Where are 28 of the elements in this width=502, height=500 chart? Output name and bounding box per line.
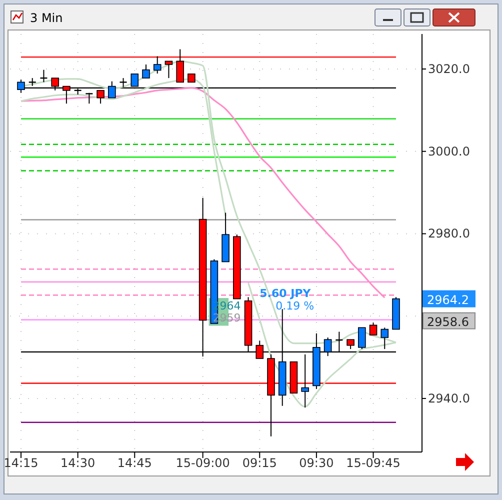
candlestick [301, 354, 309, 408]
candlestick [380, 327, 389, 350]
x-tick-label: 15-09:00 [176, 456, 230, 470]
annotation: 0.19 % [276, 299, 314, 312]
candlestick [85, 92, 94, 104]
candlestick [164, 60, 173, 79]
x-tick-label: 09:30 [299, 456, 334, 470]
text: 2958.6 [427, 314, 469, 329]
candlestick [369, 322, 378, 336]
annotation: 2959 [212, 312, 241, 325]
x-tick-label: 14:15 [4, 456, 38, 470]
candlestick [153, 56, 162, 74]
x-tick-label: 14:30 [60, 456, 96, 470]
y-tick-label: 2980.0 [428, 226, 470, 241]
chart-title: 3 Min [30, 11, 63, 25]
candlestick [142, 64, 150, 79]
y-tick-label: 3020.0 [428, 62, 470, 76]
candlestick [108, 80, 116, 98]
x-tick-label: 15-09:45 [346, 456, 400, 470]
annotation: 2964 [212, 299, 241, 312]
y-tick-label: 2940.0 [428, 391, 470, 406]
candlestick [358, 327, 366, 350]
annotation: 5.60 JPY [260, 287, 312, 300]
x-tick-label: 14:45 [117, 456, 152, 470]
candlestick [346, 339, 354, 350]
text: 2964.2 [427, 292, 469, 307]
y-tick-label: 3000.0 [428, 144, 470, 158]
x-tick-label: 09:15 [242, 456, 277, 470]
